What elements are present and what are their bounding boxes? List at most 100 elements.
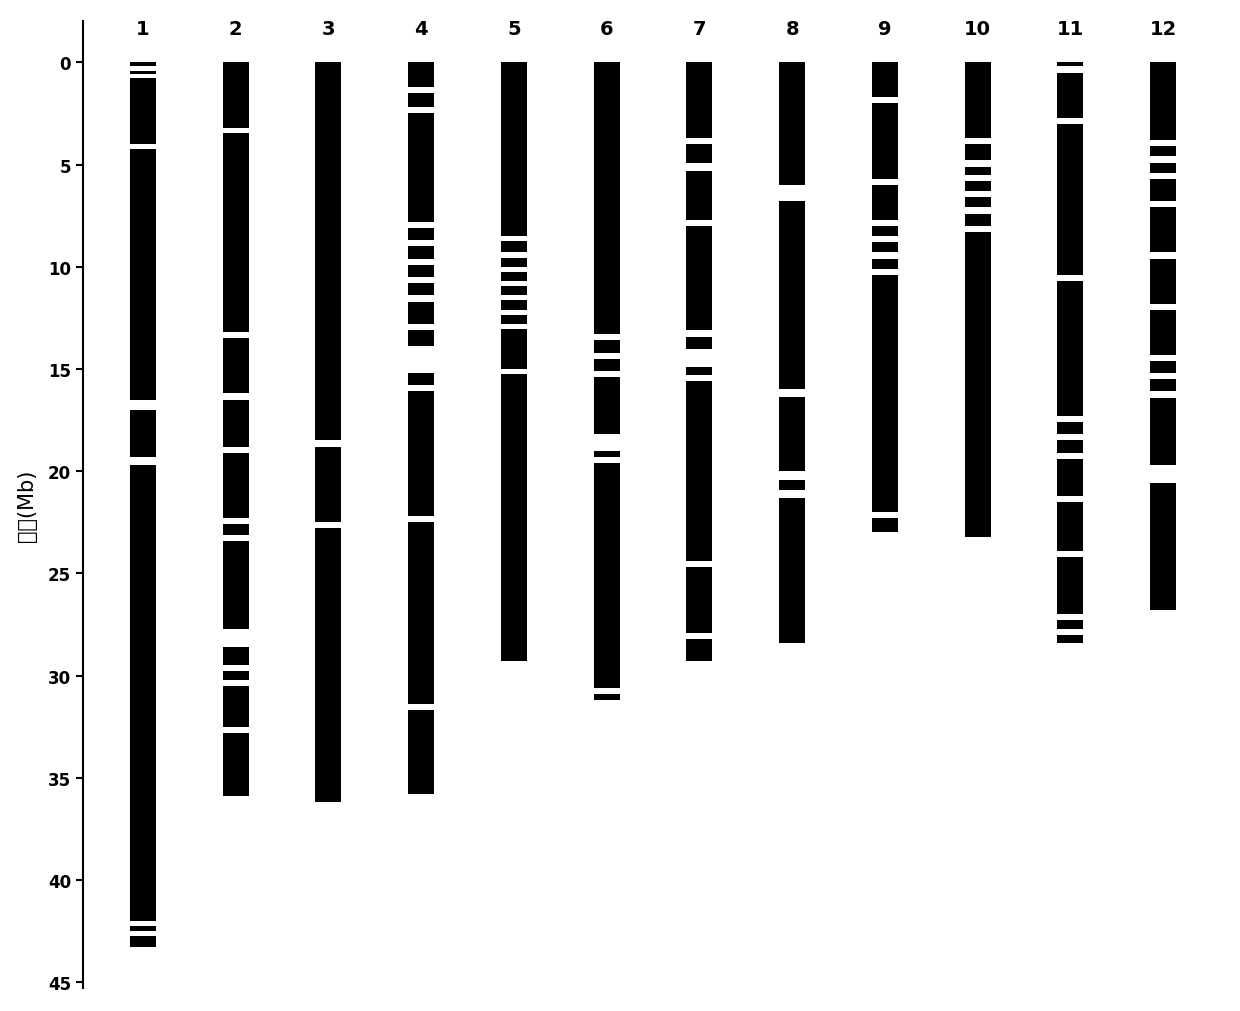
Bar xyxy=(687,331,712,338)
Bar xyxy=(687,220,712,226)
Bar xyxy=(872,98,898,104)
Text: 7: 7 xyxy=(693,20,706,38)
Bar xyxy=(1149,202,1176,208)
Bar xyxy=(130,457,156,465)
Bar xyxy=(687,349,712,368)
Bar xyxy=(223,64,249,797)
Bar xyxy=(1149,392,1176,398)
Bar xyxy=(223,665,249,671)
Bar xyxy=(872,237,898,243)
Bar xyxy=(501,253,527,258)
Bar xyxy=(965,176,991,182)
Bar xyxy=(501,296,527,301)
Bar xyxy=(408,386,434,392)
Bar xyxy=(223,727,249,733)
Text: 9: 9 xyxy=(878,20,892,38)
Bar xyxy=(687,139,712,145)
Text: 1: 1 xyxy=(136,20,150,38)
Bar xyxy=(779,390,805,397)
Bar xyxy=(408,347,434,374)
Bar xyxy=(223,535,249,541)
Bar xyxy=(408,260,434,266)
Bar xyxy=(501,64,527,665)
Bar xyxy=(408,222,434,228)
Bar xyxy=(1058,551,1084,557)
Bar xyxy=(1149,64,1176,611)
Bar xyxy=(501,237,527,242)
Bar xyxy=(223,519,249,525)
Text: 2: 2 xyxy=(229,20,243,38)
Bar xyxy=(965,208,991,214)
Bar xyxy=(1058,615,1084,621)
Bar xyxy=(1058,496,1084,502)
Y-axis label: 位置(Mb): 位置(Mb) xyxy=(16,469,37,542)
Bar xyxy=(315,441,341,447)
Bar xyxy=(223,680,249,686)
Bar xyxy=(408,108,434,114)
Bar xyxy=(594,457,620,463)
Bar xyxy=(501,282,527,287)
Bar xyxy=(872,270,898,276)
Text: 8: 8 xyxy=(785,20,799,38)
Bar xyxy=(223,394,249,400)
Bar xyxy=(408,325,434,331)
Bar xyxy=(1149,253,1176,260)
Bar xyxy=(501,661,527,666)
Bar xyxy=(1058,417,1084,423)
Bar xyxy=(223,128,249,133)
Text: 4: 4 xyxy=(414,20,428,38)
Bar xyxy=(965,139,991,145)
Bar xyxy=(408,64,434,795)
Bar xyxy=(408,241,434,247)
Text: 11: 11 xyxy=(1056,20,1084,38)
Bar xyxy=(130,931,156,936)
Bar xyxy=(223,629,249,647)
Bar xyxy=(223,447,249,453)
Bar xyxy=(1058,64,1084,645)
Bar xyxy=(1058,629,1084,635)
Bar xyxy=(872,513,898,519)
Bar xyxy=(594,688,620,695)
Bar xyxy=(687,561,712,567)
Text: 3: 3 xyxy=(321,20,335,38)
Bar xyxy=(594,435,620,451)
Bar xyxy=(501,268,527,273)
Bar xyxy=(1058,435,1084,441)
Bar xyxy=(779,186,805,202)
Bar xyxy=(315,64,341,803)
Bar xyxy=(872,220,898,226)
Bar xyxy=(687,376,712,382)
Bar xyxy=(1149,304,1176,310)
Bar xyxy=(1058,643,1084,649)
Text: 5: 5 xyxy=(507,20,521,38)
Bar xyxy=(594,335,620,341)
Bar xyxy=(130,64,156,947)
Bar xyxy=(130,145,156,150)
Bar xyxy=(594,372,620,378)
Bar xyxy=(223,333,249,339)
Bar xyxy=(1149,141,1176,147)
Bar xyxy=(315,523,341,529)
Bar xyxy=(1149,465,1176,484)
Bar xyxy=(872,180,898,186)
Text: 10: 10 xyxy=(963,20,991,38)
Text: 6: 6 xyxy=(600,20,614,38)
Bar xyxy=(130,75,156,79)
Bar xyxy=(1149,174,1176,180)
Bar xyxy=(1058,68,1084,74)
Bar xyxy=(594,353,620,359)
Bar xyxy=(1149,158,1176,164)
Bar xyxy=(1058,118,1084,124)
Bar xyxy=(1058,453,1084,459)
Bar xyxy=(1149,355,1176,361)
Bar xyxy=(408,705,434,711)
Bar xyxy=(501,370,527,375)
Bar xyxy=(501,310,527,315)
Bar xyxy=(779,64,805,643)
Bar xyxy=(130,400,156,410)
Bar xyxy=(501,325,527,330)
Bar xyxy=(965,162,991,168)
Bar xyxy=(594,64,620,701)
Bar xyxy=(408,517,434,523)
Bar xyxy=(408,296,434,302)
